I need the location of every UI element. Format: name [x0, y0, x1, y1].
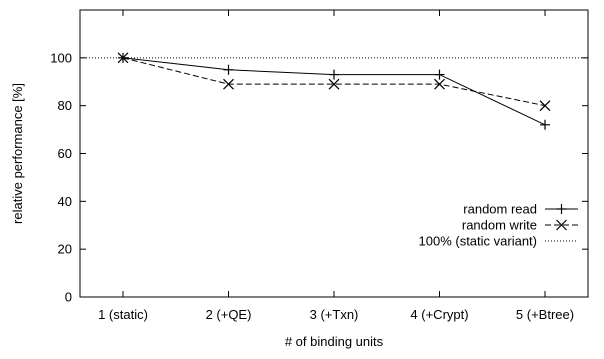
marker-plus: [329, 69, 339, 80]
axes: [79, 9, 589, 298]
ticks: 0 20 40 60 80 100 1 (static) 2 (+QE) 3 (+Txn) 4 (…: [50, 10, 588, 322]
y-tick-label: 0: [65, 290, 72, 305]
y-tick-label: 20: [58, 242, 72, 257]
marker-cross: [117, 52, 129, 64]
plot-frame: [79, 9, 589, 298]
series-group: [80, 52, 588, 130]
marker-plus: [434, 69, 445, 80]
y-tick-label: 40: [58, 194, 72, 209]
y-tick-label: 80: [58, 98, 72, 113]
marker-cross: [223, 78, 234, 90]
legend-label: random write: [462, 218, 537, 233]
x-tick-label: 5 (+Btree): [516, 307, 574, 322]
y-tick-label: 100: [50, 50, 72, 65]
x-tick-label: 4 (+Crypt): [410, 307, 468, 322]
series-line: [122, 57, 546, 126]
x-tick-label: 2 (+QE): [206, 307, 252, 322]
y-axis-label: relative performance [%]: [10, 83, 25, 224]
marker-plus: [540, 119, 550, 130]
legend-label: random read: [463, 202, 537, 217]
y-tick-label: 60: [58, 146, 72, 161]
x-axis-label: # of binding units: [285, 334, 384, 349]
marker-cross: [328, 78, 340, 90]
marker-cross: [434, 78, 445, 90]
series-random-read: [118, 52, 550, 130]
legend-label: 100% (static variant): [419, 234, 538, 249]
marker-cross: [556, 219, 567, 231]
series-random-write: [117, 52, 551, 112]
series-line: [122, 57, 546, 107]
marker-cross: [539, 100, 551, 112]
marker-plus: [223, 64, 234, 75]
x-tick-label: 1 (static): [98, 307, 148, 322]
marker-plus: [556, 204, 567, 214]
x-tick-label: 3 (+Txn): [310, 307, 359, 322]
